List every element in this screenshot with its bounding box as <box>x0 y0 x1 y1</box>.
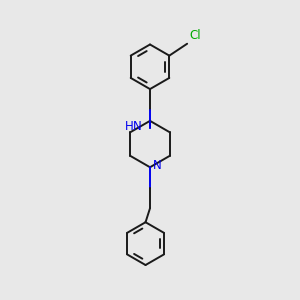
Text: N: N <box>133 120 142 133</box>
Text: N: N <box>152 159 161 172</box>
Text: H: H <box>125 120 134 133</box>
Text: Cl: Cl <box>190 29 201 42</box>
